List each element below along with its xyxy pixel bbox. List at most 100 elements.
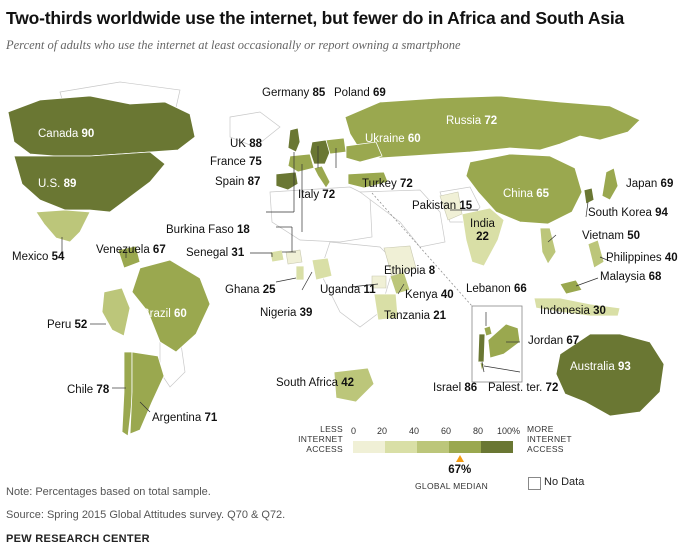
world-map (7, 81, 665, 437)
label-kenya: Kenya 40 (405, 289, 454, 301)
no-data-label: No Data (544, 476, 585, 488)
legend-tick-20: 20 (377, 426, 388, 436)
label-us: U.S. 89 (38, 178, 77, 190)
middle-east-inset (471, 305, 523, 383)
legend-swatch-60-80 (449, 441, 481, 453)
region-uganda (371, 275, 387, 289)
label-spain: Spain 87 (215, 176, 261, 188)
legend-swatch-0-20 (353, 441, 385, 453)
region-france (287, 153, 315, 173)
label-turkey: Turkey 72 (362, 178, 413, 190)
region-south-korea (583, 187, 595, 205)
label-venezuela: Venezuela 67 (96, 244, 166, 256)
region-peru (101, 287, 131, 337)
label-argentina: Argentina 71 (152, 412, 218, 424)
label-indonesia: Indonesia 30 (540, 305, 606, 317)
label-palestinian-ter: Palest. ter. 72 (488, 382, 559, 394)
legend-swatch-20-40 (385, 441, 417, 453)
label-germany: Germany 85 (262, 87, 326, 99)
region-italy (313, 165, 331, 189)
region-argentina (129, 351, 165, 435)
label-brazil: Brazil 60 (142, 308, 187, 320)
label-peru: Peru 52 (47, 319, 88, 331)
legend-less-label: LESS INTERNET ACCESS (298, 424, 343, 454)
region-canada (7, 95, 196, 157)
legend-tick-0: 0 (351, 426, 357, 436)
legend-swatch-80-100 (481, 441, 513, 453)
leader-lines (61, 146, 613, 413)
region-tanzania (373, 293, 399, 321)
label-china: China 65 (503, 188, 550, 200)
label-india: India 22 (470, 218, 495, 243)
region-philippines (587, 239, 605, 269)
label-canada: Canada 90 (38, 128, 95, 140)
median-value: 67% (448, 464, 472, 476)
legend-tick-100: 100% (497, 426, 521, 436)
label-ukraine: Ukraine 60 (365, 133, 421, 145)
region-nigeria (311, 257, 333, 281)
region-ghana (295, 265, 305, 281)
label-mexico: Mexico 54 (12, 251, 65, 263)
region-israel (477, 333, 486, 363)
legend-tick-60: 60 (441, 426, 452, 436)
legend-more-label: MORE INTERNET ACCESS (527, 424, 572, 454)
legend-tick-80: 80 (473, 426, 484, 436)
label-israel: Israel 86 (433, 382, 478, 394)
label-pakistan: Pakistan 15 (412, 200, 473, 212)
label-burkina-faso: Burkina Faso 18 (166, 224, 250, 236)
label-poland: Poland 69 (334, 87, 386, 99)
label-senegal: Senegal 31 (186, 247, 245, 259)
label-italy: Italy 72 (298, 189, 336, 201)
label-lebanon: Lebanon 66 (466, 283, 527, 295)
region-spain (275, 171, 299, 191)
label-ethiopia: Ethiopia 8 (384, 265, 436, 277)
legend: LESS INTERNET ACCESS MORE INTERNET ACCES… (297, 424, 597, 494)
region-india (461, 207, 505, 267)
region-russia (344, 95, 641, 159)
publisher-brand: PEW RESEARCH CENTER (6, 533, 150, 545)
region-ukraine (345, 141, 383, 163)
region-burkina-faso (285, 249, 303, 265)
label-japan: Japan 69 (626, 178, 674, 190)
label-philippines: Philippines 40 (606, 252, 678, 264)
source-note: Source: Spring 2015 Global Attitudes sur… (6, 509, 286, 521)
page-subtitle: Percent of adults who use the internet a… (6, 38, 461, 52)
region-pakistan (439, 191, 463, 221)
region-south-africa (333, 367, 375, 403)
label-malaysia: Malaysia 68 (600, 271, 662, 283)
median-label: GLOBAL MEDIAN (415, 481, 489, 491)
region-vietnam (539, 227, 557, 265)
region-uk (287, 127, 301, 153)
region-china (465, 153, 583, 225)
footnote: Note: Percentages based on total sample. (6, 486, 211, 498)
region-turkey (347, 171, 389, 189)
label-ghana: Ghana 25 (225, 284, 276, 296)
legend-swatch-40-60 (417, 441, 449, 453)
label-tanzania: Tanzania 21 (384, 310, 447, 322)
label-nigeria: Nigeria 39 (260, 307, 313, 319)
label-vietnam: Vietnam 50 (582, 230, 640, 242)
label-uganda: Uganda 11 (320, 284, 376, 296)
label-chile: Chile 78 (67, 384, 110, 396)
region-senegal (269, 249, 285, 263)
region-japan (601, 167, 619, 201)
region-lebanon (483, 325, 493, 337)
region-brazil (131, 259, 211, 353)
median-marker-icon (456, 455, 465, 462)
region-mexico (35, 209, 91, 243)
label-south-korea: South Korea 94 (588, 207, 668, 219)
label-jordan: Jordan 67 (528, 335, 580, 347)
region-us (13, 151, 166, 213)
region-indonesia (533, 297, 621, 317)
region-jordan (487, 323, 521, 359)
label-france: France 75 (210, 156, 262, 168)
region-venezuela (117, 245, 141, 269)
label-russia: Russia 72 (446, 115, 498, 127)
label-australia: Australia 93 (570, 361, 631, 373)
region-ethiopia (383, 245, 417, 277)
label-south-africa: South Africa 42 (276, 377, 355, 389)
region-australia (555, 333, 665, 417)
legend-tick-40: 40 (409, 426, 420, 436)
page-title: Two-thirds worldwide use the internet, b… (6, 8, 625, 28)
region-malaysia (559, 279, 583, 295)
